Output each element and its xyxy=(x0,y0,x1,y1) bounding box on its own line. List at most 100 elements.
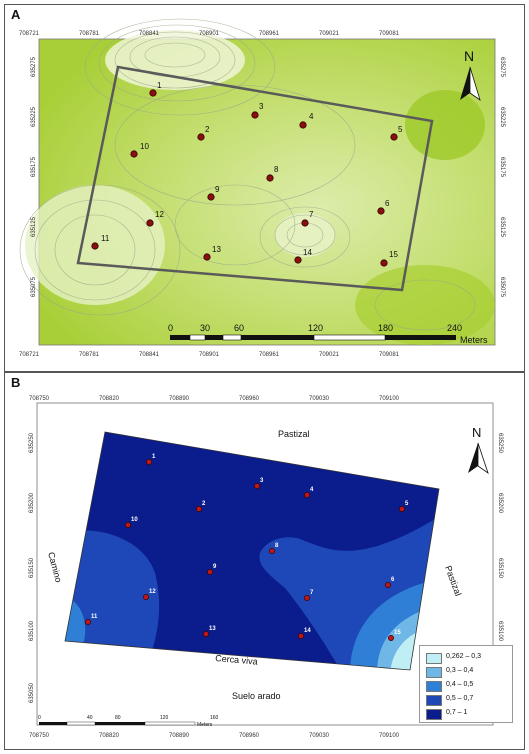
sample-point-label-b: 6 xyxy=(391,577,395,583)
sample-point-a xyxy=(377,207,385,215)
x-ticks-bottom-b: 708750 708820 708890 708960 709030 709100 xyxy=(29,733,400,739)
y-tick-label-a: 635225 xyxy=(499,107,505,128)
scale-label-b: 80 xyxy=(115,715,121,721)
sample-point-label-b: 8 xyxy=(275,543,279,549)
sample-point-a xyxy=(390,133,398,141)
sample-point-a xyxy=(266,174,274,182)
x-tick-label-b: 709030 xyxy=(309,396,330,402)
sample-point-a xyxy=(197,133,205,141)
sample-point-a xyxy=(380,259,388,267)
sample-point-label-b: 12 xyxy=(149,589,156,595)
sample-point-label-b: 4 xyxy=(310,487,314,493)
x-tick-label-b: 709100 xyxy=(379,733,400,739)
y-tick-label-a: 635275 xyxy=(499,57,505,78)
y-tick-label-b: 635150 xyxy=(29,557,35,578)
y-tick-label-b: 635050 xyxy=(29,682,35,703)
sample-point-a xyxy=(251,111,259,119)
sample-point-label-a: 7 xyxy=(309,210,314,219)
legend-swatch xyxy=(426,681,442,692)
sample-point-b xyxy=(85,619,91,625)
scale-label-b: 160 xyxy=(210,715,219,721)
sample-point-b xyxy=(207,569,213,575)
x-tick-label-b: 708820 xyxy=(99,396,120,402)
sample-point-b xyxy=(399,506,405,512)
sample-point-label-b: 14 xyxy=(304,628,311,634)
y-tick-label-a: 635125 xyxy=(499,217,505,238)
x-tick-label-a: 708961 xyxy=(259,31,280,37)
bottom-right-region xyxy=(355,265,495,345)
sample-point-b xyxy=(196,506,202,512)
sample-point-label-b: 3 xyxy=(260,478,264,484)
x-tick-label-a: 709081 xyxy=(379,31,400,37)
legend-item: 0,5 – 0,7 xyxy=(426,694,512,706)
sample-point-label-a: 8 xyxy=(274,165,279,174)
sample-point-a xyxy=(203,253,211,261)
plot-boundary-b xyxy=(64,431,440,671)
sample-point-label-a: 1 xyxy=(157,81,162,90)
x-tick-label-a: 708721 xyxy=(19,31,40,37)
x-tick-label-a: 708781 xyxy=(79,352,100,358)
sample-point-label-a: 11 xyxy=(101,234,110,243)
legend-label: 0,3 – 0,4 xyxy=(446,667,474,674)
right-dark-region xyxy=(405,90,485,160)
center-hill-region xyxy=(275,213,335,257)
sample-point-label-b: 13 xyxy=(209,626,216,632)
hill-top-region xyxy=(105,30,245,90)
y-tick-label-b: 635200 xyxy=(497,493,503,514)
legend-item: 0,4 – 0,5 xyxy=(426,680,512,692)
x-tick-label-a: 709021 xyxy=(319,31,340,37)
terrain-map-a: 708721 708781 708841 708901 708961 709021 7090… xyxy=(19,18,505,358)
x-tick-label-a: 709081 xyxy=(379,352,400,358)
y-tick-label-b: 635250 xyxy=(29,432,35,453)
north-label-b: N xyxy=(472,425,481,440)
x-tick-label-b: 708960 xyxy=(239,733,260,739)
x-tick-label-a: 709021 xyxy=(319,352,340,358)
sample-point-b xyxy=(269,548,275,554)
label-cerca-viva: Cerca viva xyxy=(215,653,258,667)
sample-point-b xyxy=(304,595,310,601)
sample-point-label-b: 7 xyxy=(310,590,314,596)
x-tick-label-a: 708721 xyxy=(19,352,40,358)
y-ticks-right-a: 635275 635225 635175 635125 635075 xyxy=(499,57,505,298)
sample-point-label-b: 9 xyxy=(213,564,217,570)
scale-label-a: 0 xyxy=(168,323,173,333)
scale-label-a: 180 xyxy=(378,323,393,333)
sample-point-b xyxy=(146,459,152,465)
sample-point-label-a: 10 xyxy=(140,142,149,151)
sample-point-b xyxy=(203,631,209,637)
y-ticks-left-a: 635275 635225 635175 635125 635075 xyxy=(31,56,37,297)
sample-point-a xyxy=(294,256,302,264)
sample-point-a xyxy=(301,219,309,227)
scale-label-a: 30 xyxy=(200,323,210,333)
y-tick-label-a: 635225 xyxy=(31,106,37,127)
y-tick-label-a: 635075 xyxy=(31,276,37,297)
x-ticks-top-a: 708721 708781 708841 708901 708961 709021 7090… xyxy=(19,31,400,37)
y-tick-label-b: 635100 xyxy=(497,621,503,642)
sample-point-b xyxy=(254,483,260,489)
scale-unit-b: Meters xyxy=(197,722,213,728)
sample-point-label-a: 14 xyxy=(303,248,312,257)
legend-label: 0,5 – 0,7 xyxy=(446,695,474,702)
scale-label-b: 120 xyxy=(160,715,169,721)
x-ticks-top-b: 708750 708820 708890 708960 709030 709100 xyxy=(29,396,400,402)
sample-point-label-b: 5 xyxy=(405,501,409,507)
sample-point-a xyxy=(149,89,157,97)
legend-item: 0,7 – 1 xyxy=(426,708,512,720)
x-tick-label-b: 708890 xyxy=(169,733,190,739)
map-panel-b: 708750 708820 708890 708960 709030 709100 708… xyxy=(4,372,525,750)
scale-label-b: 40 xyxy=(87,715,93,721)
sample-point-label-a: 2 xyxy=(205,125,210,134)
scale-label-a: 240 xyxy=(447,323,462,333)
x-tick-label-a: 708901 xyxy=(199,352,220,358)
x-tick-label-b: 709100 xyxy=(379,396,400,402)
sample-point-label-a: 12 xyxy=(155,210,164,219)
north-arrow-b: N xyxy=(468,425,489,475)
sample-point-label-a: 9 xyxy=(215,185,220,194)
sample-point-label-a: 5 xyxy=(398,125,403,134)
legend-item: 0,3 – 0,4 xyxy=(426,666,512,678)
legend-b: 0,262 – 0,3 0,3 – 0,4 0,4 – 0,5 0,5 – 0,7 0,… xyxy=(419,645,513,723)
x-tick-label-b: 709030 xyxy=(309,733,330,739)
panel-letter-a: A xyxy=(11,7,21,22)
scale-unit-a: Meters xyxy=(460,335,488,345)
